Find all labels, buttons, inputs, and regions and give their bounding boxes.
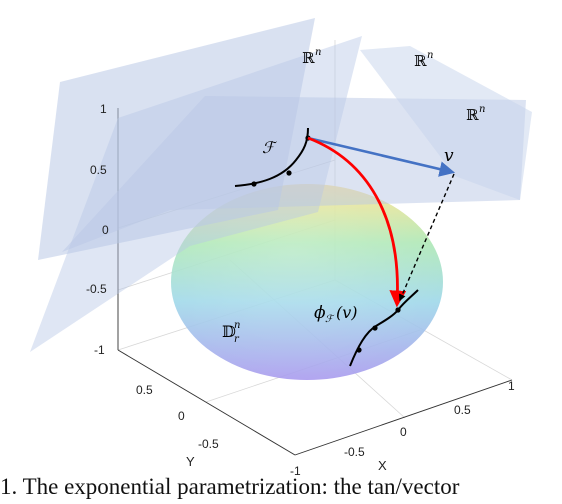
plane-label: ℝ n [414, 50, 433, 70]
y-tick-label: -0.5 [198, 437, 219, 451]
tangent-vector-arrow [307, 136, 456, 177]
svg-text:n: n [427, 50, 433, 61]
x-tick-label: 0 [400, 425, 407, 439]
tangent-plane-right [62, 96, 526, 252]
x-axis-ticks: 1 0.5 0 -0.5 -1 X [290, 379, 515, 478]
y-axis-ticks: 0.5 0 -0.5 Y [136, 383, 219, 469]
svg-text:(v): (v) [336, 303, 358, 322]
x-tick-label: 0.5 [454, 403, 471, 417]
x-tick-label: -0.5 [344, 445, 365, 459]
vector-label: v [444, 146, 454, 166]
y-tick-label: 0.5 [136, 383, 153, 397]
x-tick-label: -1 [290, 464, 301, 478]
curve-point [251, 181, 257, 187]
sphere-curve [349, 289, 419, 367]
z-tick-label: -0.5 [86, 282, 107, 296]
x-axis-label: X [378, 458, 387, 473]
svg-text:ℝ: ℝ [466, 106, 479, 124]
plane-label: ℝ n [466, 104, 485, 124]
image-point [395, 307, 401, 313]
curve-point [372, 325, 378, 331]
svg-text:n: n [234, 320, 240, 331]
z-tick-label: 0 [102, 223, 109, 237]
figure-caption: 1. The exponential parametrization: the … [0, 474, 460, 499]
svg-text:ℱ: ℱ [325, 314, 335, 325]
tangent-plane-far [360, 46, 532, 200]
svg-text:ℝ: ℝ [302, 49, 315, 67]
ball-shading [171, 184, 443, 380]
x-tick-label: 1 [508, 379, 515, 393]
svg-text:𝔻: 𝔻 [222, 322, 236, 341]
svg-text:r: r [234, 334, 240, 345]
z-tick-label: 0.5 [90, 163, 107, 177]
curve-point [286, 170, 292, 176]
plane-label: ℝ n [302, 47, 321, 67]
svg-text:n: n [479, 104, 485, 115]
svg-text:ℝ: ℝ [414, 52, 427, 70]
map-label: ϕ ℱ (v) [314, 303, 358, 325]
curve-point [356, 347, 362, 353]
svg-text:n: n [315, 47, 321, 58]
y-axis-label: Y [186, 454, 195, 469]
exponential-map-arc [307, 136, 407, 308]
svg-text:ϕ: ϕ [314, 303, 326, 323]
projection-dashed-arrow [398, 173, 455, 302]
z-tick-label: 1 [100, 102, 107, 116]
y-tick-label: 0 [178, 409, 185, 423]
z-axis-ticks: 1 0.5 0 -0.5 -1 [86, 102, 109, 357]
ball-label: 𝔻 n r [222, 320, 240, 345]
z-tick-label: -1 [94, 343, 105, 357]
foliation-label: ℱ [262, 138, 278, 157]
